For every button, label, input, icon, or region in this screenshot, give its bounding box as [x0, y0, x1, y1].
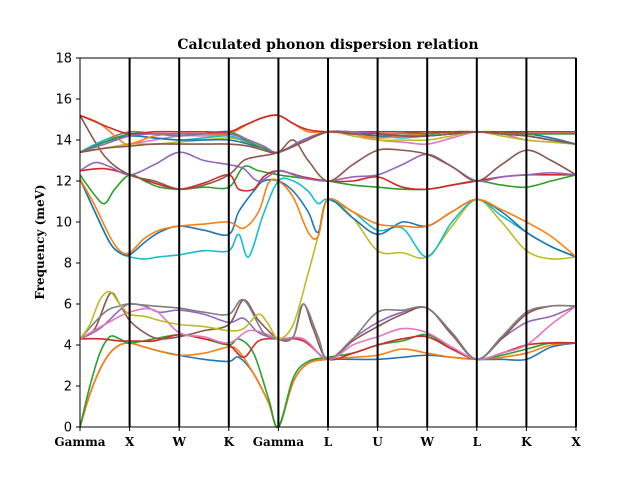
y-axis-label: Frequency (meV): [33, 184, 47, 299]
x-ticks: Gamma X W K Gamma L U W L K X: [54, 427, 581, 449]
dispersion-branch-16: [79, 114, 577, 191]
x-tick-label-3: W: [171, 435, 186, 449]
y-tick-label-10: 18: [55, 52, 72, 67]
dispersion-branch-7: [79, 305, 577, 361]
y-tick-label-5: 8: [64, 257, 72, 272]
dispersion-branch-12: [79, 178, 577, 258]
y-tick-label-3: 4: [64, 339, 72, 354]
x-tick-label-11: X: [571, 435, 581, 449]
y-tick-label-6: 10: [55, 216, 72, 231]
y-tick-label-1: 0: [64, 421, 72, 436]
x-tick-label-5: Gamma: [253, 435, 304, 449]
series-layer: [79, 114, 577, 429]
y-tick-label-7: 12: [55, 175, 72, 190]
y-tick-label-2: 2: [64, 380, 72, 395]
x-tick-label-4: K: [224, 435, 235, 449]
x-tick-label-9: L: [473, 435, 482, 449]
x-tick-label-1: Gamma: [54, 435, 105, 449]
y-tick-label-4: 6: [64, 298, 72, 313]
dispersion-branch-10: [79, 177, 577, 260]
x-tick-label-2: X: [125, 435, 135, 449]
y-tick-label-8: 14: [55, 134, 72, 149]
chart-title: Calculated phonon dispersion relation: [177, 37, 478, 53]
x-tick-label-6: L: [324, 435, 333, 449]
x-tick-label-8: W: [419, 435, 434, 449]
y-tick-label-9: 16: [55, 93, 72, 108]
dispersion-branch-26: [79, 130, 577, 154]
x-tick-label-7: U: [372, 435, 383, 449]
x-tick-label-10: K: [521, 435, 532, 449]
high-symmetry-lines: [128, 58, 577, 427]
y-ticks: 0 2 4 6 8 10 12 14 16 18: [55, 52, 80, 436]
